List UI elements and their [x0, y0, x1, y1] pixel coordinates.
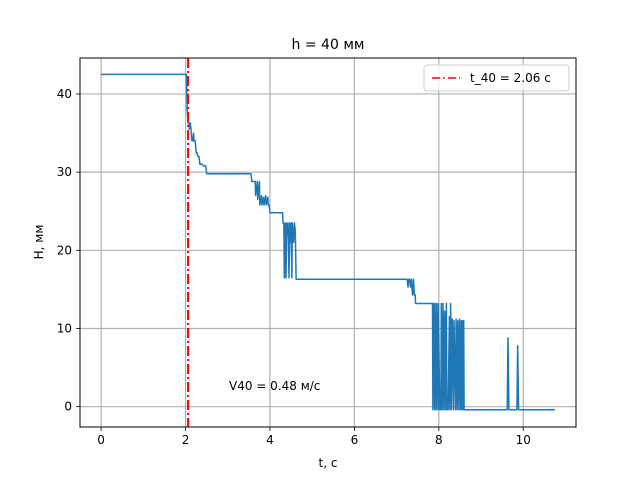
x-axis-label: t, c: [319, 456, 338, 470]
legend: t_40 = 2.06 с: [423, 64, 570, 92]
y-ticks: 0 10 20 30 40: [57, 87, 80, 414]
series-layer: [101, 73, 555, 411]
y-tick-label: 30: [57, 165, 72, 179]
y-tick-label: 0: [64, 400, 72, 414]
y-tick-label: 10: [57, 321, 72, 335]
plot-frame: [79, 57, 577, 428]
y-tick-label: 20: [57, 243, 72, 257]
x-tick-label: 0: [97, 433, 105, 447]
x-ticks: 0 2 4 6 8 10: [97, 427, 531, 447]
x-tick-label: 2: [182, 433, 190, 447]
legend-box: [423, 64, 570, 92]
y-axis-label: H, мм: [32, 225, 46, 260]
x-tick-label: 8: [435, 433, 443, 447]
x-tick-label: 10: [516, 433, 531, 447]
velocity-annotation: V40 = 0.48 м/с: [229, 379, 320, 393]
x-tick-label: 6: [351, 433, 359, 447]
legend-label: t_40 = 2.06 с: [470, 71, 551, 85]
y-tick-label: 40: [57, 87, 72, 101]
grid-lines: [80, 58, 576, 427]
series-line: [101, 73, 555, 411]
chart-title: h = 40 мм: [292, 37, 365, 53]
x-tick-label: 4: [266, 433, 274, 447]
